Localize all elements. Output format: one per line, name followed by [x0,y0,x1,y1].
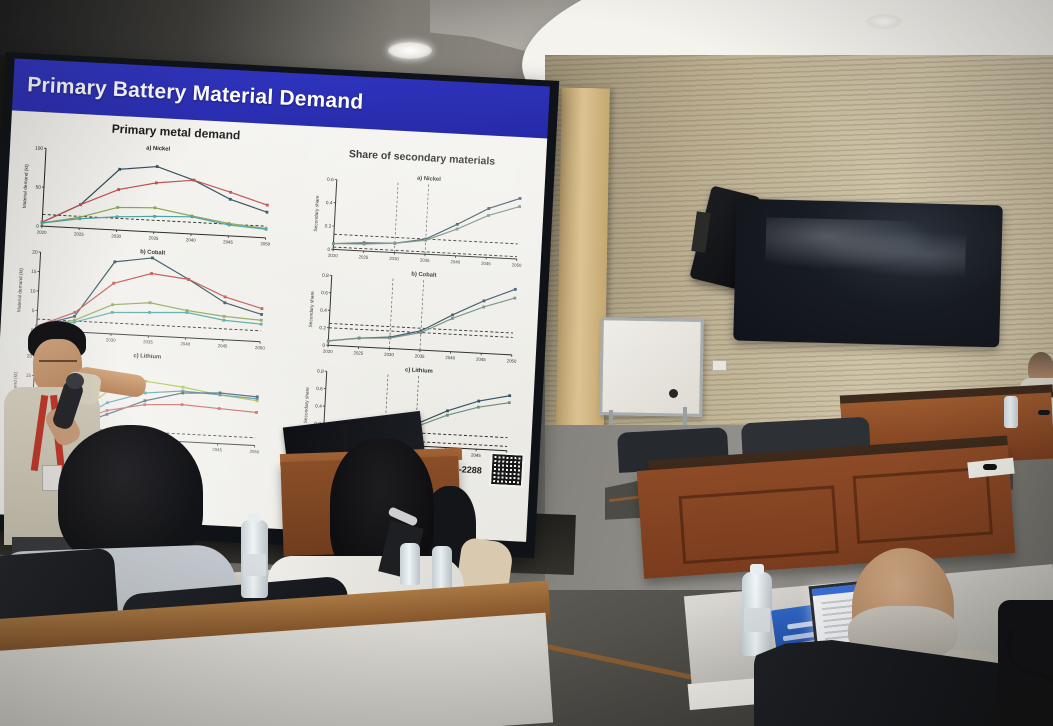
desk-panel-inset-2 [852,466,993,544]
water-bottle-right-cap [750,564,764,574]
water-bottle-right-label [744,608,770,632]
svg-text:0.8: 0.8 [317,369,324,375]
lectern-mic-head [340,423,349,431]
svg-text:0.4: 0.4 [315,403,322,409]
svg-text:0.4: 0.4 [326,200,333,206]
desk-mic-dot [983,464,997,470]
svg-text:2025: 2025 [353,350,364,356]
svg-text:2020: 2020 [323,349,334,355]
tv-screen [733,198,1003,348]
whiteboard-magnet [669,389,678,398]
ceiling-light-3 [866,14,902,29]
svg-text:0.2: 0.2 [319,325,326,331]
qr-code [488,451,525,488]
svg-text:b) Cobalt: b) Cobalt [411,272,436,279]
svg-text:15: 15 [31,269,37,275]
svg-text:10: 10 [30,288,36,294]
svg-text:a) Nickel: a) Nickel [417,176,442,183]
water-bottle-2 [400,543,420,585]
svg-text:2030: 2030 [389,256,400,262]
corner-chair-piece [998,600,1053,726]
svg-text:2030: 2030 [384,352,395,358]
water-bottle-1-cap [248,513,261,522]
svg-text:2050: 2050 [260,241,271,247]
svg-text:100: 100 [35,145,44,151]
svg-text:2040: 2040 [450,259,461,265]
svg-text:2050: 2050 [512,262,523,268]
tv-reflection [764,217,967,283]
svg-text:2045: 2045 [218,343,229,349]
audience-man-blue-head [58,425,203,565]
svg-text:Material demand (kt): Material demand (kt) [22,164,30,209]
water-bottle-1 [241,513,268,598]
svg-text:2030: 2030 [111,233,122,239]
svg-text:2045: 2045 [481,261,492,267]
svg-text:0.8: 0.8 [322,273,329,279]
svg-text:2035: 2035 [420,258,431,264]
svg-text:5: 5 [32,308,35,314]
water-bottle-3 [432,546,452,598]
svg-text:2050: 2050 [249,449,260,455]
presenter-glasses [39,360,77,362]
svg-text:2040: 2040 [445,355,456,361]
svg-text:0.6: 0.6 [321,290,328,296]
svg-text:2025: 2025 [358,254,369,260]
svg-text:50: 50 [35,185,41,191]
svg-text:2025: 2025 [74,231,85,237]
svg-text:c) Lithium: c) Lithium [405,367,433,374]
microphone-head [66,373,84,389]
whiteboard [599,317,704,417]
svg-text:2045: 2045 [471,452,482,458]
svg-text:0.4: 0.4 [320,308,327,314]
svg-text:20: 20 [32,249,38,255]
wall-outlet [712,360,727,371]
svg-text:0.6: 0.6 [316,386,323,392]
slide-title: Primary Battery Material Demand [26,73,364,114]
right-column-heading: Share of secondary materials [348,148,496,168]
water-bottle-right-desk [742,564,772,656]
svg-text:2040: 2040 [180,341,191,347]
svg-text:2045: 2045 [223,239,234,245]
svg-text:Secondary share: Secondary share [308,291,316,328]
svg-text:2035: 2035 [148,235,159,241]
water-bottle-1-label [243,554,266,576]
svg-text:2050: 2050 [507,358,518,364]
svg-text:2045: 2045 [476,357,487,363]
svg-text:0.6: 0.6 [327,177,334,183]
svg-text:2035: 2035 [415,353,426,359]
desk-mic-upper [1038,410,1050,415]
svg-text:a) Nickel: a) Nickel [146,145,171,152]
svg-text:2020: 2020 [37,229,48,235]
ceiling-light-1 [388,42,432,59]
svg-text:b) Cobalt: b) Cobalt [140,249,165,256]
svg-text:2040: 2040 [186,237,197,243]
svg-text:2050: 2050 [255,345,266,351]
svg-text:Material demand (kt): Material demand (kt) [16,268,24,313]
svg-text:Secondary share: Secondary share [313,195,321,232]
desk-panel-inset-1 [678,485,839,565]
svg-text:0.2: 0.2 [324,223,331,229]
water-bottle-upper-right [1004,396,1018,428]
svg-text:2045: 2045 [212,447,223,453]
svg-text:2020: 2020 [328,253,339,259]
